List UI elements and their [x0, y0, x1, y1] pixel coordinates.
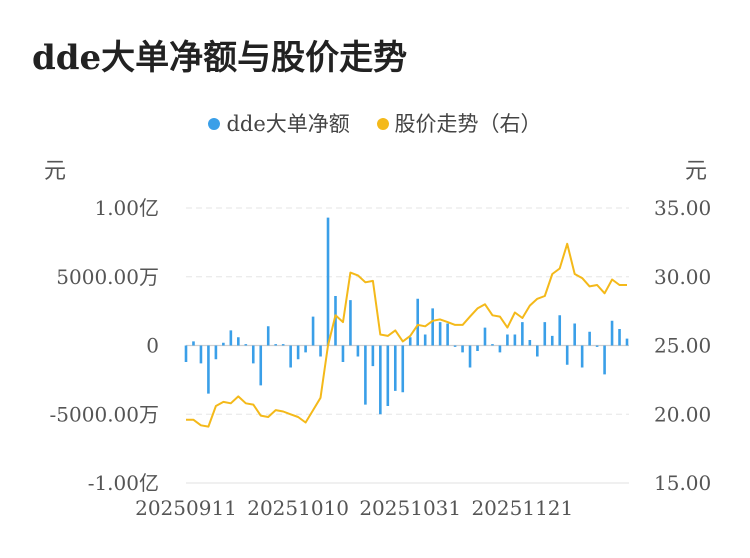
bar [446, 323, 449, 346]
x-tick-label: 20251010 [247, 496, 349, 520]
bar [431, 308, 434, 346]
bar [364, 345, 367, 405]
bar [244, 344, 248, 346]
bar [386, 345, 390, 406]
right-tick-label: 20.00 [654, 402, 711, 426]
right-tick-label: 30.00 [654, 265, 711, 289]
right-tick-label: 15.00 [654, 471, 711, 495]
bar [326, 217, 330, 346]
legend-label-dde: dde大单净额 [226, 112, 350, 136]
bar [214, 345, 218, 360]
bar [453, 345, 457, 347]
bar [580, 345, 584, 368]
bar [625, 338, 629, 346]
left-tick-label: 1.00亿 [94, 196, 159, 220]
line-series [186, 242, 627, 428]
bar [468, 345, 472, 368]
bar [483, 327, 487, 346]
bar [289, 345, 292, 368]
legend-item-dde[interactable]: dde大单净额 [208, 108, 350, 138]
bar [296, 345, 300, 360]
bar [222, 342, 225, 346]
bar [311, 316, 315, 346]
circle-dot-icon [376, 117, 389, 130]
right-axis-unit: 元 [685, 159, 707, 184]
bar [558, 315, 562, 346]
bar [379, 345, 382, 415]
bar [588, 331, 591, 346]
bar [304, 345, 307, 353]
bar [610, 320, 614, 346]
bar [184, 345, 188, 362]
legend-label-price: 股价走势（右） [394, 112, 542, 136]
bar [349, 300, 352, 346]
x-tick-label: 20251031 [359, 496, 461, 520]
bar [393, 345, 397, 391]
circle-dot-icon [208, 117, 221, 130]
page-title: dde大单净额与股价走势 [32, 38, 408, 78]
left-tick-label: 0 [146, 334, 159, 358]
right-tick-label: 25.00 [654, 334, 711, 358]
bar [237, 337, 240, 346]
bar [528, 340, 532, 346]
bar [461, 345, 464, 353]
bar [476, 345, 479, 351]
bar [192, 341, 195, 346]
bar [199, 345, 203, 364]
bar [408, 337, 412, 346]
bar [319, 345, 322, 357]
right-tick-label: 35.00 [654, 196, 711, 220]
bar-series [184, 217, 629, 415]
left-axis-unit: 元 [44, 159, 66, 184]
bar [491, 344, 494, 346]
bar [573, 323, 576, 346]
bar [603, 345, 606, 375]
bar [550, 335, 554, 346]
x-tick-label: 20251121 [471, 496, 573, 520]
bar [438, 322, 442, 346]
bar [506, 334, 509, 346]
bar [281, 344, 285, 346]
bar [521, 322, 524, 346]
left-tick-label: -5000.00万 [50, 402, 159, 426]
left-tick-label: 5000.00万 [56, 265, 159, 289]
bar [543, 322, 547, 346]
bar [251, 345, 255, 364]
bar [618, 329, 621, 346]
bar [416, 298, 420, 346]
legend-item-price[interactable]: 股价走势（右） [376, 108, 542, 138]
bar [423, 334, 427, 346]
bar [371, 345, 375, 367]
left-tick-label: -1.00亿 [88, 471, 159, 495]
bar [595, 345, 599, 347]
bar [536, 345, 539, 357]
bar [498, 345, 502, 353]
bar [401, 345, 405, 393]
chart-legend: dde大单净额 股价走势（右） [0, 108, 750, 138]
bar [565, 345, 569, 365]
bar [259, 345, 263, 386]
x-tick-label: 20250911 [135, 496, 237, 520]
price-line [186, 242, 627, 428]
bar [266, 326, 270, 346]
bar [356, 345, 360, 357]
bar [513, 334, 517, 346]
bar [274, 344, 277, 346]
axes: 元 元 1.00亿 35.00 5000.00万 30.00 0 25.00 -5000.0… [44, 159, 711, 520]
bar [207, 345, 210, 394]
bar [334, 296, 337, 346]
bar [229, 330, 233, 346]
bar [341, 345, 345, 362]
